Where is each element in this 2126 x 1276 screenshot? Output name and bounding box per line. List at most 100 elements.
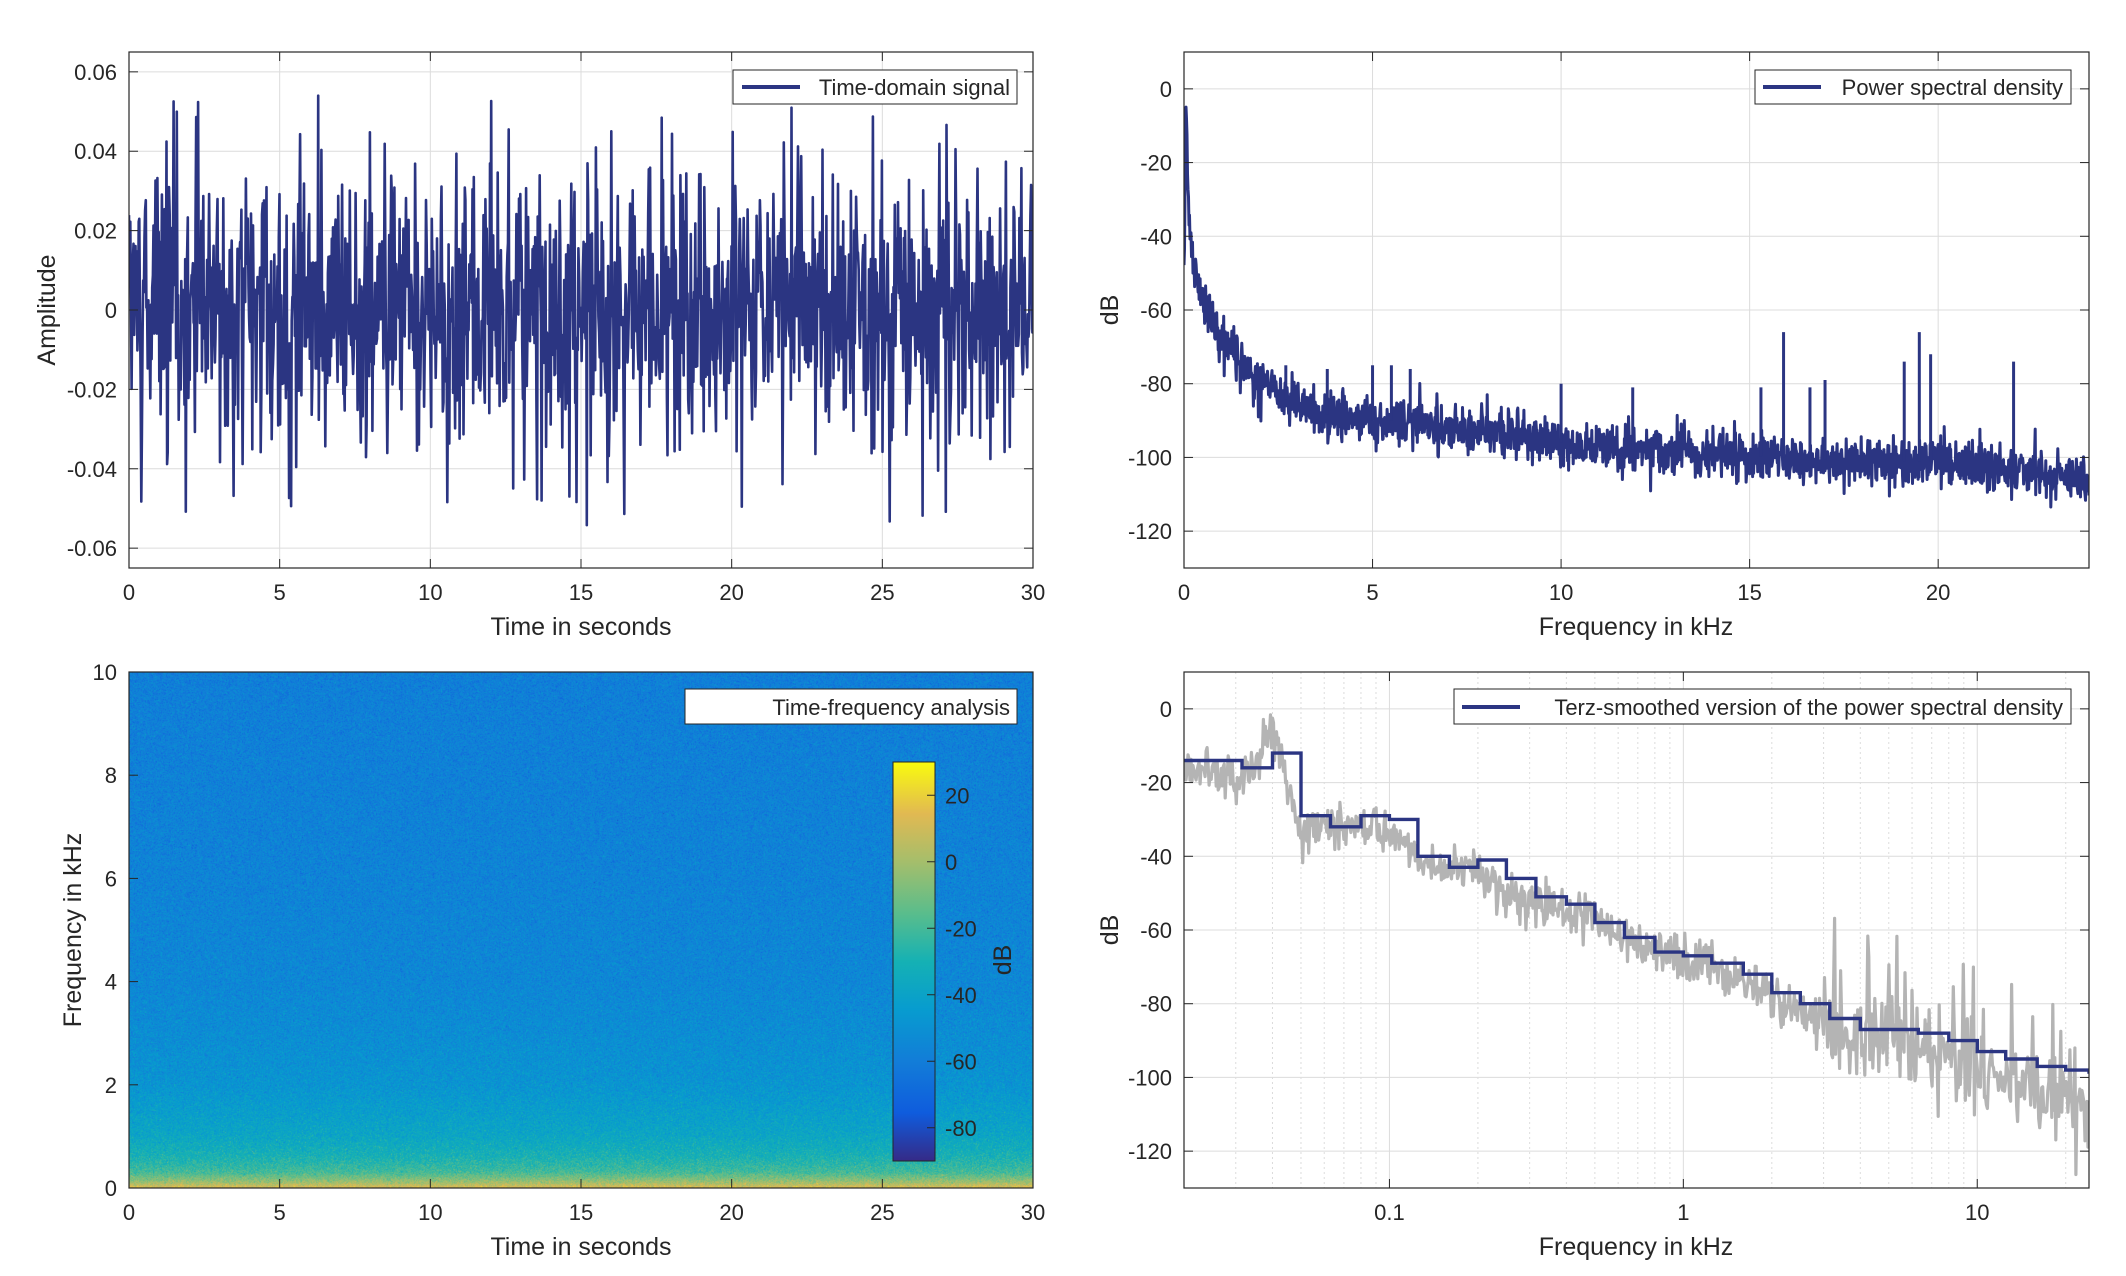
colorbar-tick-label: 20 [945,783,969,808]
series-time-domain-signal [129,94,1033,527]
x-tick-label: 0.1 [1374,1200,1405,1225]
legend-box [1453,688,2072,725]
legend: Time-frequency analysis [684,688,1018,725]
spectrogram-image [129,672,1033,1188]
y-tick-label: -100 [1128,1065,1172,1090]
legend-entry-time-domain-signal: Time-domain signal [819,75,1010,100]
x-tick-label: 15 [569,1200,593,1225]
x-tick-label: 10 [1965,1200,1989,1225]
series-raw-psd [1184,713,2089,1177]
y-tick-label: -20 [1140,771,1172,796]
y-tick-label: -80 [1140,372,1172,397]
legend-entry-terz-smoothed: Terz-smoothed version of the power spect… [1554,695,2063,720]
colorbar-gradient [893,762,935,1161]
x-tick-label: 0 [1178,580,1190,605]
x-tick-label: 10 [418,1200,442,1225]
y-tick-label: -0.06 [67,536,117,561]
time-domain-panel: 0 5 10 15 20 25 30 -0.06 -0.04 -0.02 0 0.02 0.04 0.0… [33,51,1045,641]
psd-panel: 0 5 10 15 20 -120 -100 -80 -60 -40 -20 0 Frequency… [1096,51,2090,641]
colorbar-tick-label: -80 [945,1116,977,1141]
y-tick-label: 6 [105,866,117,891]
y-axis-label: dB [1096,915,1124,946]
x-tick-label: 0 [123,580,135,605]
x-tick-label: 5 [274,580,286,605]
y-tick-label: -120 [1128,1139,1172,1164]
y-tick-label: 8 [105,763,117,788]
y-tick-label: -60 [1140,918,1172,943]
legend: Terz-smoothed version of the power spect… [1453,688,2072,725]
legend-entry-time-frequency-analysis: Time-frequency analysis [772,695,1010,720]
y-tick-label: 0.06 [74,60,117,85]
spectrogram-panel: 0 5 10 15 20 25 30 0 2 4 6 8 10 Time in seconds Fre… [59,660,1045,1261]
x-tick-label: 20 [719,1200,743,1225]
y-tick-label: 0 [1160,697,1172,722]
y-tick-label: -0.04 [67,457,117,482]
y-axis-label: Amplitude [33,254,61,365]
x-tick-label: 25 [870,1200,894,1225]
y-tick-label: -120 [1128,519,1172,544]
x-ticks: 0.1 1 10 [1374,672,1989,1225]
y-tick-label: 0 [105,1176,117,1201]
raw-psd-line [1184,713,2089,1177]
y-ticks: -120 -100 -80 -60 -40 -20 0 [1128,697,2089,1164]
series-power-spectral-density [1184,105,2089,509]
colorbar-tick-label: -20 [945,916,977,941]
terz-smoothed-line [1184,751,2089,1074]
y-tick-label: 2 [105,1073,117,1098]
y-tick-label: -60 [1140,298,1172,323]
y-tick-label: -40 [1140,224,1172,249]
x-tick-label: 15 [569,580,593,605]
y-tick-label: -40 [1140,844,1172,869]
psd-line [1184,105,2089,509]
x-tick-label: 25 [870,580,894,605]
x-tick-label: 20 [1926,580,1950,605]
x-tick-label: 15 [1737,580,1761,605]
legend: Power spectral density [1754,69,2072,105]
colorbar: -80 -60 -40 -20 0 20 dB [892,761,1017,1162]
y-tick-label: 0.02 [74,219,117,244]
x-ticks: 0 5 10 15 20 25 30 [123,52,1045,605]
x-tick-label: 20 [719,580,743,605]
y-tick-label: 0 [1160,77,1172,102]
colorbar-tick-label: 0 [945,850,957,875]
colorbar-label: dB [989,945,1017,976]
y-tick-label: 0 [105,298,117,323]
y-tick-label: -80 [1140,992,1172,1017]
y-ticks: -120 -100 -80 -60 -40 -20 0 [1128,77,2089,544]
colorbar-ticks: -80 -60 -40 -20 0 20 [927,783,977,1141]
x-ticks: 0 5 10 15 20 [1178,52,1950,605]
y-ticks: 0 2 4 6 8 10 [93,660,138,1201]
x-tick-label: 5 [274,1200,286,1225]
y-tick-label: 4 [105,970,117,995]
x-tick-label: 0 [123,1200,135,1225]
y-axis-label: Frequency in kHz [59,833,87,1028]
x-axis-label: Frequency in kHz [1539,1233,1734,1261]
colorbar-tick-label: -60 [945,1049,977,1074]
legend: Time-domain signal [732,69,1018,105]
y-tick-label: -100 [1128,445,1172,470]
y-tick-label: -0.02 [67,377,117,402]
series-terz-smoothed [1184,751,2089,1074]
y-axis-label: dB [1096,295,1124,326]
y-ticks: -0.06 -0.04 -0.02 0 0.02 0.04 0.06 [67,60,1033,561]
x-tick-label: 10 [1549,580,1573,605]
x-tick-label: 5 [1366,580,1378,605]
x-axis-label: Frequency in kHz [1539,613,1734,641]
y-tick-label: 0.04 [74,139,117,164]
x-tick-label: 30 [1021,580,1045,605]
signal-line [129,94,1033,527]
y-tick-label: 10 [93,660,117,685]
x-axis-label: Time in seconds [490,613,671,641]
x-tick-label: 10 [418,580,442,605]
legend-entry-power-spectral-density: Power spectral density [1842,75,2063,100]
terz-panel: 0.1 1 10 -120 -100 -80 -60 -40 -20 0 Frequency i… [1096,671,2090,1261]
colorbar-box [892,761,936,1162]
x-ticks: 0 5 10 15 20 25 30 [123,1179,1045,1225]
x-tick-label: 30 [1021,1200,1045,1225]
legend-box [684,688,1018,725]
y-tick-label: -20 [1140,151,1172,176]
x-axis-label: Time in seconds [490,1233,671,1261]
x-tick-label: 1 [1677,1200,1689,1225]
colorbar-tick-label: -40 [945,983,977,1008]
